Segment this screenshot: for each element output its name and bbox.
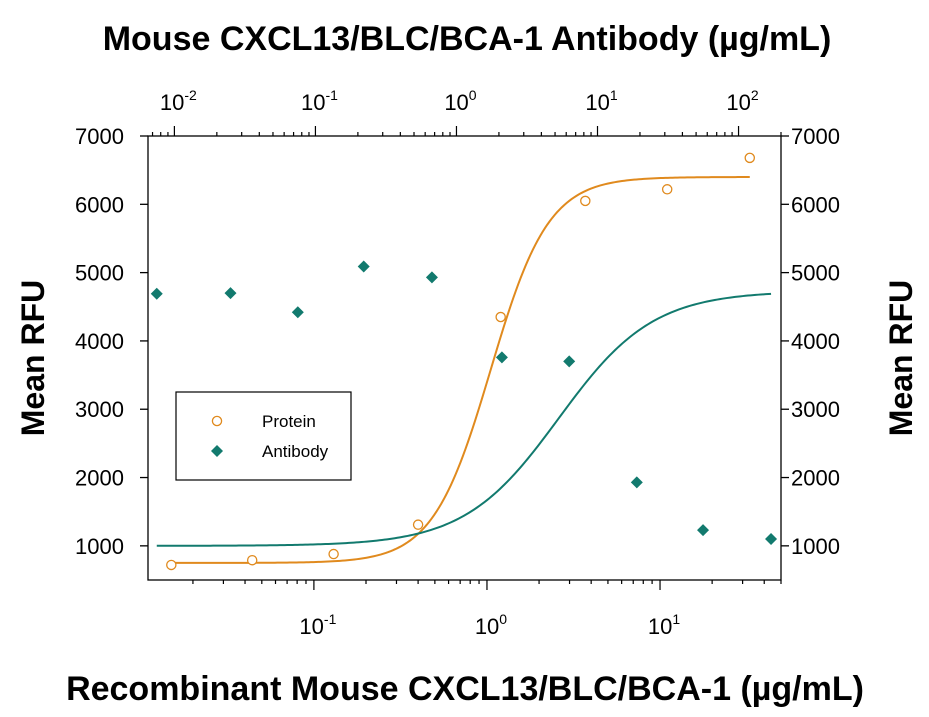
legend-marker-antibody <box>211 445 223 457</box>
data-point-protein <box>246 554 258 566</box>
x-tick-label-top-base: 10 <box>585 90 609 115</box>
data-point-antibody <box>630 476 643 489</box>
y-tick-label-right: 5000 <box>791 261 840 286</box>
data-point-protein <box>580 195 591 207</box>
data-point-protein <box>166 559 177 571</box>
x-tick-label-top-exponent: 2 <box>751 87 759 103</box>
bottom-axis: 10-1 100 101 <box>192 580 782 639</box>
x-tick-label-top-base: 10 <box>160 90 184 115</box>
x-tick-label-bottom-exponent: 0 <box>499 611 507 627</box>
x-tick-label-bottom-base: 10 <box>648 614 672 639</box>
data-point-antibody <box>495 351 508 364</box>
x-tick-label-top: 101 <box>585 87 617 115</box>
chart-title: Mouse CXCL13/BLC/BCA-1 Antibody (µg/mL) <box>103 20 832 58</box>
y-tick-label-right: 6000 <box>791 192 840 217</box>
x-tick-label-top: 10-1 <box>301 87 338 115</box>
data-point-protein <box>328 548 339 560</box>
x-tick-label-top: 100 <box>444 87 476 115</box>
data-point-antibody <box>563 355 576 368</box>
y-tick-label-right: 7000 <box>791 124 840 149</box>
legend-box <box>175 391 352 481</box>
data-point-antibody <box>697 524 710 537</box>
legend: Protein Antibody <box>175 391 352 481</box>
x-axis-title: Recombinant Mouse CXCL13/BLC/BCA-1 (µg/m… <box>66 670 864 708</box>
legend-label-protein: Protein <box>262 412 316 431</box>
plot-frame <box>147 135 782 581</box>
legend-label-antibody: Antibody <box>262 442 329 461</box>
y-tick-label-right: 2000 <box>791 466 840 491</box>
top-axis: 10-2 10-1 100 101 102 <box>151 87 782 136</box>
y-tick-label-left: 6000 <box>75 192 124 217</box>
y-tick-label-left: 1000 <box>75 534 124 559</box>
data-point-antibody <box>425 271 438 284</box>
y-tick-label-right: 3000 <box>791 397 840 422</box>
x-tick-label-top: 102 <box>726 87 758 115</box>
x-tick-label-bottom: 100 <box>475 611 507 639</box>
x-tick-label-top-exponent: -1 <box>325 87 338 103</box>
data-point-antibody <box>765 533 778 546</box>
x-tick-label-bottom-base: 10 <box>299 614 323 639</box>
y-tick-label-left: 5000 <box>75 261 124 286</box>
fit-curve-antibody <box>156 292 772 547</box>
y-tick-label-left: 7000 <box>75 124 124 149</box>
x-tick-label-bottom: 10-1 <box>299 611 336 639</box>
x-tick-label-bottom-exponent: -1 <box>324 611 337 627</box>
x-tick-label-top-exponent: 1 <box>610 87 618 103</box>
data-point-protein <box>661 184 673 195</box>
data-point-protein <box>744 152 756 164</box>
data-point-protein <box>495 311 506 323</box>
y-tick-label-right: 1000 <box>791 534 840 559</box>
x-tick-label-bottom-base: 10 <box>475 614 499 639</box>
legend-marker-protein <box>211 415 223 427</box>
x-tick-label-bottom-exponent: 1 <box>672 611 680 627</box>
x-tick-label-top-base: 10 <box>726 90 750 115</box>
x-tick-label-top-base: 10 <box>444 90 468 115</box>
data-points <box>150 152 778 571</box>
y-tick-label-left: 2000 <box>75 466 124 491</box>
data-point-antibody <box>150 287 163 300</box>
right-axis: 1000 2000 3000 4000 5000 6000 7000 <box>781 124 840 559</box>
fit-curves <box>156 176 772 564</box>
y-tick-label-left: 3000 <box>75 397 124 422</box>
fit-curve-protein <box>171 176 750 564</box>
y-axis-title-left: Mean RFU <box>15 280 51 436</box>
left-axis: 1000 2000 3000 4000 5000 6000 7000 <box>75 124 148 559</box>
data-point-antibody <box>224 287 237 300</box>
y-tick-label-left: 4000 <box>75 329 124 354</box>
data-point-antibody <box>291 306 304 319</box>
x-tick-label-top-exponent: -2 <box>184 87 197 103</box>
x-tick-label-bottom: 101 <box>648 611 680 639</box>
x-tick-label-top-exponent: 0 <box>469 87 477 103</box>
data-point-protein <box>412 519 424 530</box>
data-point-antibody <box>357 260 370 273</box>
x-tick-label-top: 10-2 <box>160 87 197 115</box>
x-tick-label-top-base: 10 <box>301 90 325 115</box>
y-tick-label-right: 4000 <box>791 329 840 354</box>
y-axis-title-right: Mean RFU <box>883 280 919 436</box>
